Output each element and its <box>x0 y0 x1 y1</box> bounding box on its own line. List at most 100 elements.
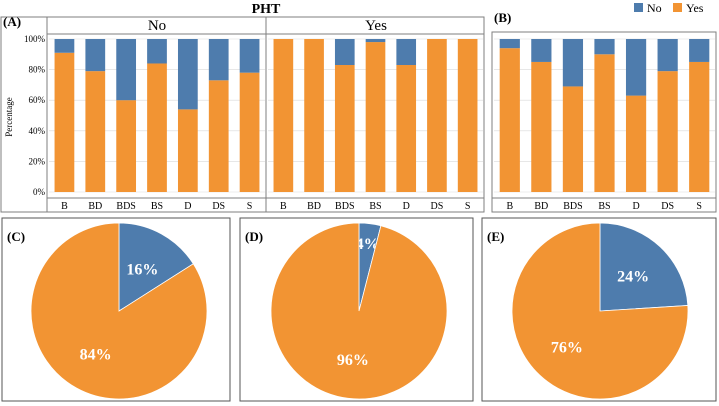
a-yes-category-label: B <box>280 201 287 212</box>
a-yes-category-label: S <box>465 201 471 212</box>
a-yes-category-label: BS <box>369 201 381 212</box>
a-no-bar-no-bds <box>116 39 137 101</box>
b-category-label: D <box>632 201 639 212</box>
panel-b-bars: B BD BDS BS D DS S <box>494 38 715 212</box>
b-category-label: B <box>506 201 513 212</box>
legend-swatch-yes <box>673 3 682 12</box>
a-no-bar-no-b <box>54 39 75 53</box>
panel-d-frame <box>239 217 474 402</box>
b-category-label: BD <box>534 201 548 212</box>
a-yes-category-label: BDS <box>335 201 354 212</box>
pie-d-label-no: 4% <box>356 236 380 253</box>
a-yes-bar-yes-bd <box>304 39 324 192</box>
legend-label-yes: Yes <box>686 1 704 15</box>
a-yes-bar-yes-d <box>396 65 417 192</box>
a-no-category-label: DS <box>212 201 225 212</box>
legend-label-no: No <box>647 1 662 15</box>
b-category-label: BS <box>598 201 610 212</box>
a-yes-category-label: DS <box>431 201 444 212</box>
a-yes-category-label: BD <box>307 201 321 212</box>
panel-e-label: (E) <box>487 229 504 244</box>
a-yes-bar-yes-ds <box>427 39 447 192</box>
b-bar-no-bd <box>531 39 552 62</box>
b-bar-no-bs <box>594 39 615 55</box>
a-no-category-label: B <box>61 201 68 212</box>
a-yes-bar-no-bs <box>365 39 386 43</box>
panel-a-ylabel: Percentage <box>4 97 14 136</box>
panel-a-y-ticks: 0% 20% 40% 60% 80% 100% <box>24 34 46 197</box>
legend-swatch-no <box>634 3 643 12</box>
b-bar-no-s <box>689 39 710 62</box>
panel-a-y-tick-label: 80% <box>29 65 46 75</box>
b-bar-no-bds <box>562 39 584 87</box>
legend: No Yes <box>634 1 704 15</box>
a-no-bar-yes-bd <box>85 71 106 192</box>
panel-a-frame <box>0 16 485 213</box>
panel-c-frame <box>1 217 231 402</box>
b-category-label: S <box>696 201 702 212</box>
pie-d: 4% 96% <box>270 222 448 400</box>
panel-a-facet-yes: B BD BDS BS D DS S <box>268 38 483 212</box>
panel-e: (E) 24% 76% <box>481 217 717 402</box>
panel-a-y-tick-label: 40% <box>29 126 46 136</box>
a-no-category-label: D <box>184 201 191 212</box>
panel-a-label: (A) <box>3 14 21 29</box>
b-bar-yes-d <box>625 95 647 192</box>
pie-e-label-yes: 76% <box>551 339 583 356</box>
a-no-bar-yes-b <box>54 52 75 192</box>
panel-e-frame <box>481 217 717 402</box>
panel-a: (A) PHT No Yes Percentage 0% 20% 40% 60% 80%… <box>0 2 485 213</box>
pie-d-slice-yes <box>270 222 448 400</box>
facet-yes-label: Yes <box>365 18 387 34</box>
b-bar-no-d <box>625 39 647 96</box>
pie-c-slice-no <box>118 222 194 312</box>
a-no-bar-no-d <box>177 39 198 110</box>
pie-c-slice-yes <box>30 222 208 400</box>
pie-e-slice-no <box>599 222 689 312</box>
pie-e-slice-yes <box>511 222 689 400</box>
a-no-bar-no-bd <box>85 39 106 72</box>
pie-c: 16% 84% <box>30 222 208 400</box>
a-no-bar-yes-ds <box>208 80 229 192</box>
pie-e-label-no: 24% <box>617 269 649 286</box>
a-yes-bar-yes-bs <box>365 42 386 193</box>
pie-d-label-yes: 96% <box>337 352 369 369</box>
panel-a-y-tick-label: 20% <box>29 156 46 166</box>
panel-a-facet-no: B BD BDS BS D DS S <box>49 38 265 212</box>
a-no-bar-yes-bds <box>116 100 137 192</box>
b-bar-yes-b <box>499 48 520 193</box>
panel-a-y-tick-label: 60% <box>29 95 46 105</box>
panel-b-frame <box>491 31 717 213</box>
pie-e: 24% 76% <box>511 222 689 400</box>
panel-b-label: (B) <box>494 10 511 25</box>
a-no-category-label: S <box>247 201 253 212</box>
b-bar-yes-ds <box>657 71 678 192</box>
b-category-label: BDS <box>563 201 582 212</box>
panel-b: (B) B BD BDS BS D DS S No Yes <box>491 1 717 213</box>
a-yes-bar-yes-b <box>273 39 294 192</box>
a-no-category-label: BD <box>88 201 102 212</box>
a-yes-bar-yes-s <box>457 39 478 192</box>
a-no-bar-yes-d <box>177 109 198 192</box>
panel-d: (D) 4% 96% <box>239 217 474 402</box>
b-bar-yes-s <box>689 61 710 193</box>
a-yes-bar-no-bds <box>334 39 355 66</box>
pie-c-label-yes: 84% <box>80 346 112 363</box>
facet-no-label: No <box>148 18 166 34</box>
b-bar-yes-bds <box>562 86 584 192</box>
panel-a-title: PHT <box>252 2 281 17</box>
a-no-bar-no-bs <box>147 39 167 64</box>
panel-c: (C) 16% 84% <box>1 217 231 402</box>
b-category-label: DS <box>661 201 674 212</box>
b-bar-yes-bd <box>531 61 552 193</box>
b-bar-no-b <box>499 39 520 49</box>
a-yes-category-label: D <box>403 201 410 212</box>
a-no-category-label: BS <box>151 201 163 212</box>
panel-a-y-tick-label: 0% <box>33 187 46 197</box>
a-no-bar-no-s <box>239 39 260 73</box>
b-bar-yes-bs <box>594 54 615 192</box>
a-yes-bar-no-d <box>396 39 417 66</box>
a-yes-bar-yes-bds <box>334 65 355 192</box>
a-no-category-label: BDS <box>116 201 135 212</box>
